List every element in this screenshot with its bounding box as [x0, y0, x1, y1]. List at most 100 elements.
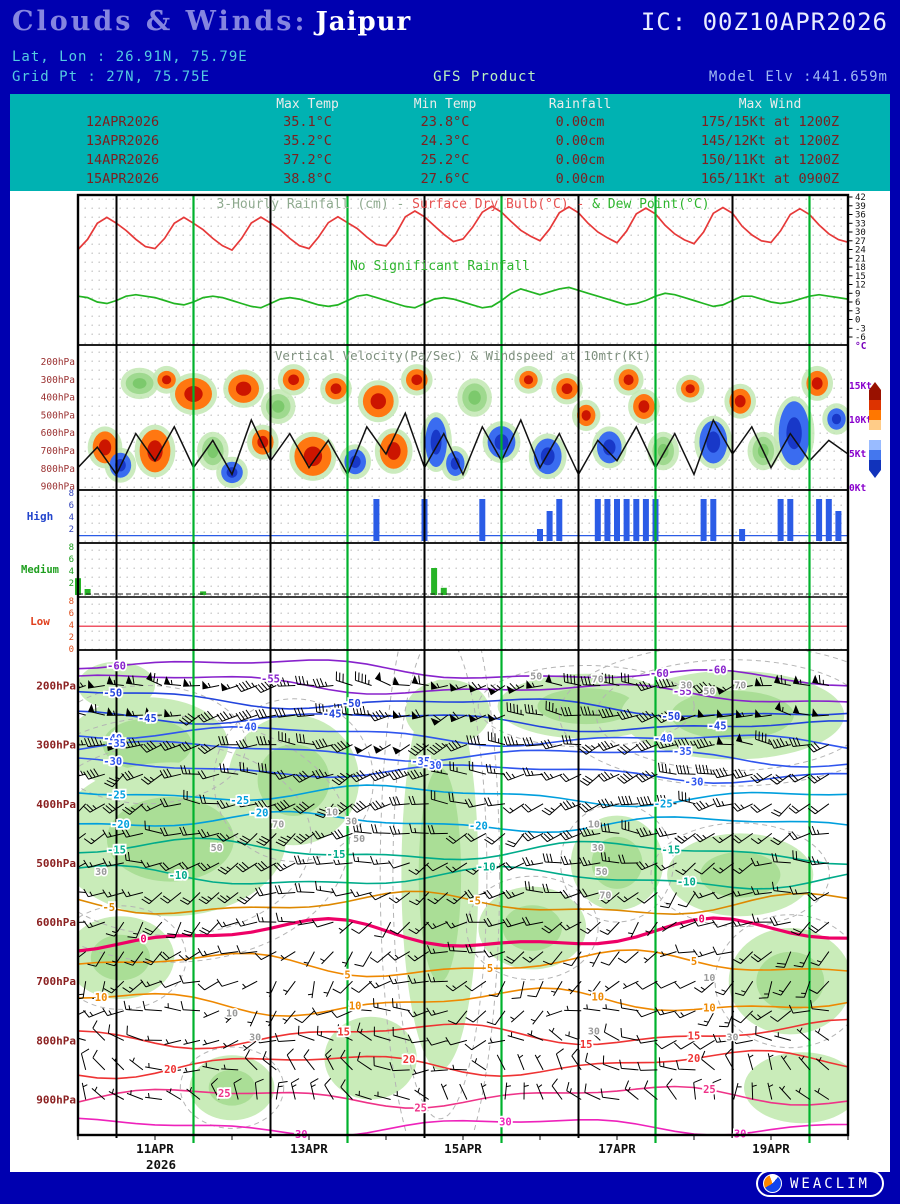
svg-text:50: 50 — [530, 672, 542, 683]
table-cell: 0.00cm — [555, 171, 605, 187]
svg-text:30: 30 — [588, 1027, 600, 1038]
svg-text:11APR: 11APR — [136, 1141, 174, 1156]
surface-panel-title: 3-Hourly Rainfall (cm) - Surface Dry Bul… — [216, 197, 709, 212]
svg-text:-15: -15 — [107, 844, 126, 856]
svg-text:-60: -60 — [708, 664, 727, 676]
svg-text:0: 0 — [699, 913, 705, 925]
svg-text:8: 8 — [69, 543, 74, 553]
svg-text:-15: -15 — [327, 849, 346, 861]
model-elevation: Model Elv :441.659m — [708, 69, 888, 85]
table-cell: 165/11Kt at 0900Z — [700, 171, 840, 187]
svg-text:6: 6 — [69, 609, 74, 619]
svg-text:20: 20 — [688, 1053, 701, 1065]
table-cell: 0.00cm — [555, 133, 605, 149]
svg-text:50: 50 — [211, 843, 223, 854]
svg-text:-40: -40 — [654, 733, 673, 745]
svg-text:500hPa: 500hPa — [36, 857, 76, 870]
svg-text:5: 5 — [691, 956, 697, 968]
table-cell: 37.2°C — [283, 152, 332, 168]
table-cell: 15APR2026 — [85, 171, 160, 187]
svg-text:0Kt: 0Kt — [849, 483, 866, 494]
svg-text:800hPa: 800hPa — [36, 1034, 76, 1047]
table-cell: 23.8°C — [420, 114, 470, 130]
windspeed-10m-line — [78, 411, 848, 477]
header: Clouds & Winds: Jaipur IC: 00Z10APR2026 … — [12, 6, 888, 85]
svg-text:30: 30 — [249, 1032, 261, 1043]
svg-text:39: 39 — [855, 202, 866, 212]
svg-text:15: 15 — [855, 272, 866, 282]
table-cell: 35.2°C — [283, 133, 332, 149]
svg-text:-50: -50 — [103, 688, 122, 700]
svg-text:21: 21 — [855, 254, 866, 264]
svg-text:6: 6 — [69, 555, 74, 565]
svg-text:-45: -45 — [708, 721, 727, 733]
svg-text:900hPa: 900hPa — [41, 482, 75, 493]
table-cell: 27.6°C — [420, 171, 470, 187]
svg-text:200hPa: 200hPa — [41, 357, 75, 368]
svg-text:15: 15 — [688, 1031, 701, 1043]
svg-text:-60: -60 — [107, 661, 126, 673]
svg-text:6: 6 — [855, 298, 860, 308]
svg-text:30: 30 — [499, 1117, 512, 1129]
svg-text:25: 25 — [703, 1084, 716, 1096]
svg-text:30: 30 — [726, 1032, 738, 1043]
svg-text:-55: -55 — [673, 686, 692, 698]
svg-text:-15: -15 — [661, 845, 680, 857]
table-cell: 175/15Kt at 1200Z — [700, 114, 840, 130]
svg-text:-25: -25 — [107, 789, 126, 801]
svg-text:20: 20 — [403, 1054, 416, 1066]
svg-text:25: 25 — [414, 1103, 427, 1115]
svg-text:50: 50 — [353, 834, 365, 845]
svg-text:600hPa: 600hPa — [41, 428, 75, 439]
temperature-contours — [78, 659, 848, 1135]
svg-text:50: 50 — [703, 686, 715, 697]
no-rain-text: No Significant Rainfall — [350, 259, 530, 274]
svg-text:8: 8 — [69, 489, 74, 499]
medium-cloud-label: Medium — [21, 564, 59, 576]
svg-text:20: 20 — [164, 1064, 177, 1076]
table-row: 15APR2026 38.8°C 27.6°C 0.00cm 165/11Kt at 0… — [10, 171, 890, 190]
contour-labels: -60-60 -60-55-55-50-50-50-45 -45-45-40-40-… — [93, 659, 748, 1143]
svg-text:-10: -10 — [169, 870, 188, 882]
table-cell: 0.00cm — [555, 152, 605, 168]
svg-text:30: 30 — [345, 817, 357, 828]
svg-text:-40: -40 — [238, 722, 257, 734]
vv-panel-title: Vertical Velocity(Pa/Sec) & Windspeed at… — [275, 348, 651, 363]
table-header-cell — [10, 97, 235, 114]
table-cell: 24.3°C — [420, 133, 470, 149]
grid-row: Grid Pt : 27N, 75.75E GFS Product Model … — [12, 69, 888, 85]
table-cell: 0.00cm — [555, 114, 605, 130]
svg-text:30: 30 — [592, 843, 604, 854]
table-row: 13APR2026 35.2°C 24.3°C 0.00cm 145/12Kt at 1… — [10, 133, 890, 152]
surface-panel — [78, 205, 848, 309]
low-cloud-label: Low — [30, 615, 50, 628]
svg-text:15Kt: 15Kt — [849, 381, 872, 392]
weaclim-globe-icon — [762, 1174, 782, 1193]
svg-text:200hPa: 200hPa — [36, 680, 76, 693]
table-cell: 13APR2026 — [85, 133, 160, 149]
svg-text:17APR: 17APR — [598, 1141, 636, 1156]
svg-text:-40: -40 — [103, 733, 122, 745]
table-cell: 38.8°C — [283, 171, 332, 187]
table-header-cell: Max Wind — [738, 97, 802, 112]
svg-text:-50: -50 — [661, 711, 680, 723]
wind-barbs — [78, 671, 830, 1100]
svg-text:30: 30 — [95, 867, 107, 878]
svg-text:10: 10 — [703, 973, 715, 984]
svg-text:42: 42 — [855, 193, 866, 203]
svg-text:-35: -35 — [673, 746, 692, 758]
svg-text:-20: -20 — [469, 821, 488, 833]
svg-text:70: 70 — [599, 890, 611, 901]
svg-text:15: 15 — [580, 1039, 593, 1051]
svg-text:°C: °C — [855, 341, 867, 352]
svg-text:-20: -20 — [250, 807, 269, 819]
svg-text:-6: -6 — [855, 333, 866, 343]
table-row: 14APR2026 37.2°C 25.2°C 0.00cm 150/11Kt at 1… — [10, 152, 890, 171]
svg-text:-45: -45 — [323, 709, 342, 721]
svg-text:5: 5 — [487, 963, 493, 975]
svg-text:12: 12 — [855, 281, 866, 291]
svg-text:-20: -20 — [111, 819, 130, 831]
svg-text:70: 70 — [592, 675, 604, 686]
svg-text:400hPa: 400hPa — [36, 798, 76, 811]
station-name: Jaipur — [315, 7, 412, 37]
